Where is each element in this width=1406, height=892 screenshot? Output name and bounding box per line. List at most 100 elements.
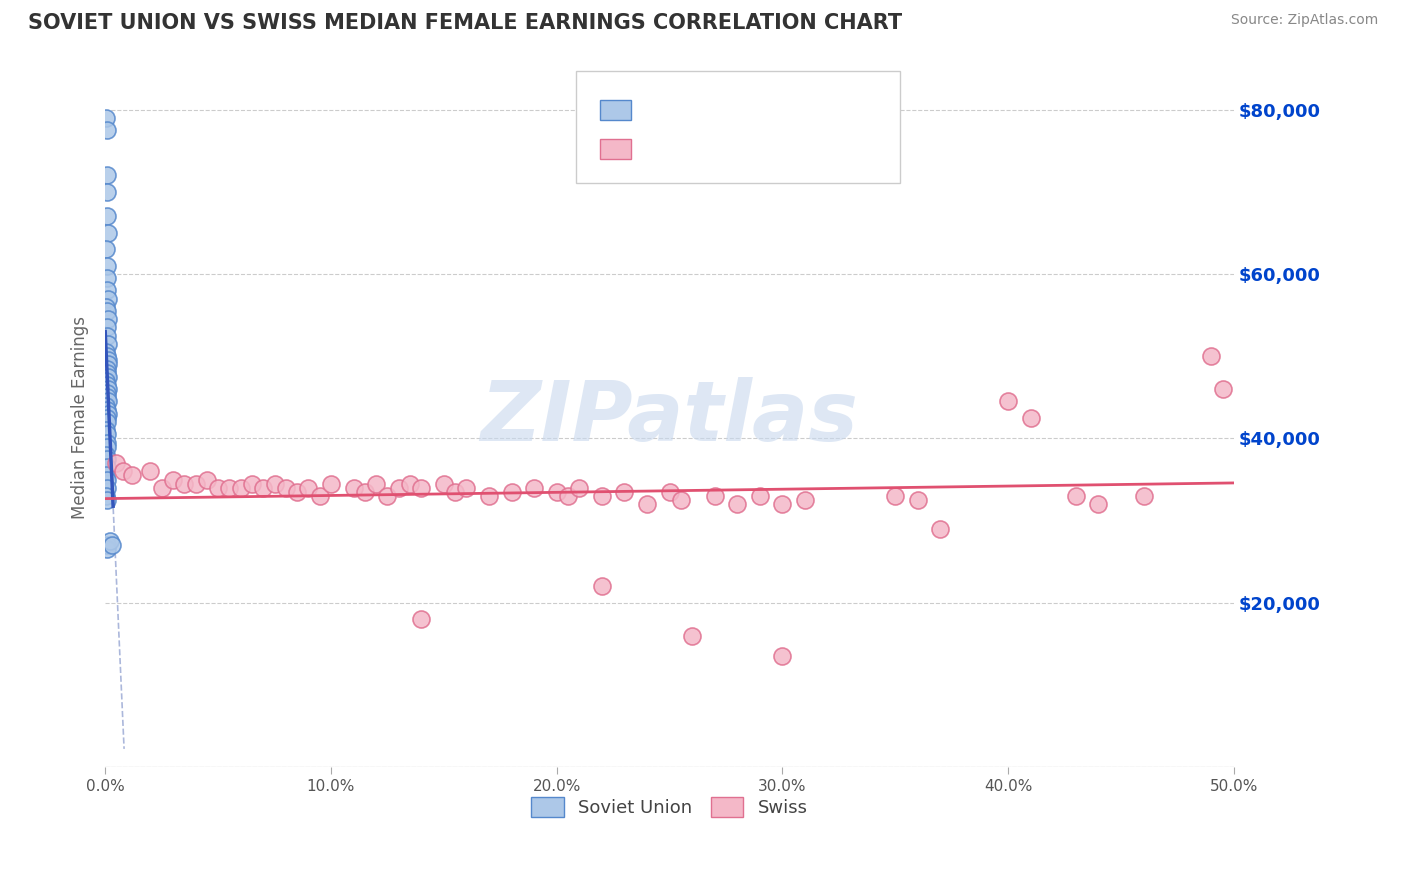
Point bbox=[377, 489, 399, 503]
Point bbox=[173, 476, 195, 491]
Point bbox=[96, 402, 118, 417]
Point bbox=[1064, 489, 1087, 503]
Point bbox=[96, 300, 118, 314]
Point bbox=[98, 534, 121, 549]
Point bbox=[411, 481, 433, 495]
Y-axis label: Median Female Earnings: Median Female Earnings bbox=[72, 317, 89, 519]
Point bbox=[297, 481, 319, 495]
Point bbox=[96, 399, 118, 413]
Point bbox=[96, 448, 118, 462]
Point bbox=[97, 407, 120, 421]
Point bbox=[96, 386, 118, 401]
Point bbox=[96, 538, 118, 552]
Point bbox=[96, 452, 118, 467]
Point bbox=[96, 361, 118, 376]
Point bbox=[97, 226, 120, 240]
Point bbox=[96, 378, 118, 392]
Point bbox=[96, 481, 118, 495]
Text: Source: ZipAtlas.com: Source: ZipAtlas.com bbox=[1230, 13, 1378, 28]
Point bbox=[96, 345, 118, 359]
Point bbox=[97, 358, 120, 372]
Text: 50: 50 bbox=[800, 101, 825, 119]
Point bbox=[121, 468, 143, 483]
Point bbox=[229, 481, 252, 495]
Point bbox=[162, 473, 184, 487]
Point bbox=[96, 243, 118, 257]
Point bbox=[96, 284, 118, 298]
Point bbox=[748, 489, 770, 503]
Point bbox=[96, 111, 118, 125]
Point bbox=[478, 489, 501, 503]
Point bbox=[96, 304, 118, 318]
Point bbox=[96, 320, 118, 334]
Text: -0.128: -0.128 bbox=[682, 101, 747, 119]
Point bbox=[1019, 410, 1042, 425]
Point bbox=[725, 497, 748, 511]
Point bbox=[591, 579, 613, 593]
Text: SOVIET UNION VS SWISS MEDIAN FEMALE EARNINGS CORRELATION CHART: SOVIET UNION VS SWISS MEDIAN FEMALE EARN… bbox=[28, 13, 903, 33]
Point bbox=[96, 468, 118, 483]
Point bbox=[263, 476, 285, 491]
Point bbox=[285, 484, 308, 499]
Point bbox=[456, 481, 478, 495]
Point bbox=[1199, 349, 1222, 363]
Point bbox=[150, 481, 173, 495]
Point bbox=[681, 629, 703, 643]
Point bbox=[319, 476, 342, 491]
Legend: Soviet Union, Swiss: Soviet Union, Swiss bbox=[524, 789, 815, 824]
Point bbox=[96, 427, 118, 442]
Point bbox=[1087, 497, 1109, 511]
Point bbox=[444, 484, 467, 499]
Point bbox=[388, 481, 411, 495]
Point bbox=[794, 493, 817, 508]
Point bbox=[353, 484, 375, 499]
Point bbox=[669, 493, 692, 508]
Point bbox=[96, 271, 118, 285]
Point bbox=[907, 493, 929, 508]
Point bbox=[97, 292, 120, 306]
Text: R =: R = bbox=[643, 101, 682, 119]
Point bbox=[96, 489, 118, 503]
Text: N =: N = bbox=[758, 140, 810, 158]
Point bbox=[342, 481, 364, 495]
Point bbox=[252, 481, 274, 495]
Point bbox=[96, 390, 118, 404]
Point bbox=[411, 612, 433, 626]
Point bbox=[308, 489, 330, 503]
Point bbox=[399, 476, 422, 491]
Point bbox=[97, 353, 120, 368]
Point bbox=[96, 415, 118, 429]
Point bbox=[997, 394, 1019, 409]
Point bbox=[96, 259, 118, 273]
Point bbox=[96, 542, 118, 557]
Point bbox=[96, 473, 118, 487]
Point bbox=[433, 476, 456, 491]
Text: N =: N = bbox=[758, 101, 810, 119]
Point bbox=[523, 481, 546, 495]
Point bbox=[96, 185, 118, 199]
Point bbox=[364, 476, 387, 491]
Point bbox=[96, 123, 118, 137]
Point bbox=[97, 382, 120, 396]
Point bbox=[557, 489, 579, 503]
Point bbox=[96, 460, 118, 475]
Point bbox=[658, 484, 681, 499]
Point bbox=[96, 435, 118, 450]
Point bbox=[636, 497, 658, 511]
Point bbox=[929, 522, 952, 536]
Point bbox=[97, 394, 120, 409]
Text: R =: R = bbox=[643, 140, 682, 158]
Point bbox=[591, 489, 613, 503]
Point bbox=[218, 481, 240, 495]
Point bbox=[770, 497, 793, 511]
Point bbox=[112, 464, 135, 478]
Point bbox=[1132, 489, 1154, 503]
Point bbox=[96, 328, 118, 343]
Text: ZIPatlas: ZIPatlas bbox=[481, 377, 859, 458]
Point bbox=[703, 489, 725, 503]
Point bbox=[97, 369, 120, 384]
Point bbox=[613, 484, 636, 499]
Point bbox=[96, 410, 118, 425]
Text: -0.125: -0.125 bbox=[682, 140, 747, 158]
Point bbox=[97, 312, 120, 326]
